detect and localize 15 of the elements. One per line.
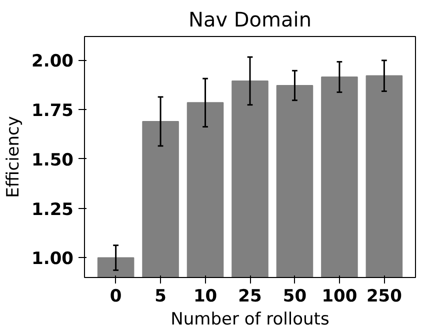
x-tick-label: 5 <box>154 286 166 306</box>
x-tick-label: 25 <box>238 286 262 306</box>
y-axis-title: Efficiency <box>4 116 24 198</box>
chart-title: Nav Domain <box>188 8 312 32</box>
x-tick-label: 0 <box>110 286 122 306</box>
y-tick-label: 1.75 <box>32 101 74 122</box>
x-axis-title: Number of rollouts <box>170 310 330 330</box>
y-tick-label: 1.00 <box>32 249 74 270</box>
y-tick-label: 2.00 <box>32 52 74 72</box>
x-tick-label: 250 <box>366 286 402 306</box>
y-tick-label: 1.50 <box>32 150 74 170</box>
x-tick-label: 10 <box>193 286 218 306</box>
y-tick-label: 1.25 <box>32 200 74 220</box>
x-tick-label: 50 <box>282 286 307 306</box>
x-tick-label: 100 <box>322 286 358 306</box>
